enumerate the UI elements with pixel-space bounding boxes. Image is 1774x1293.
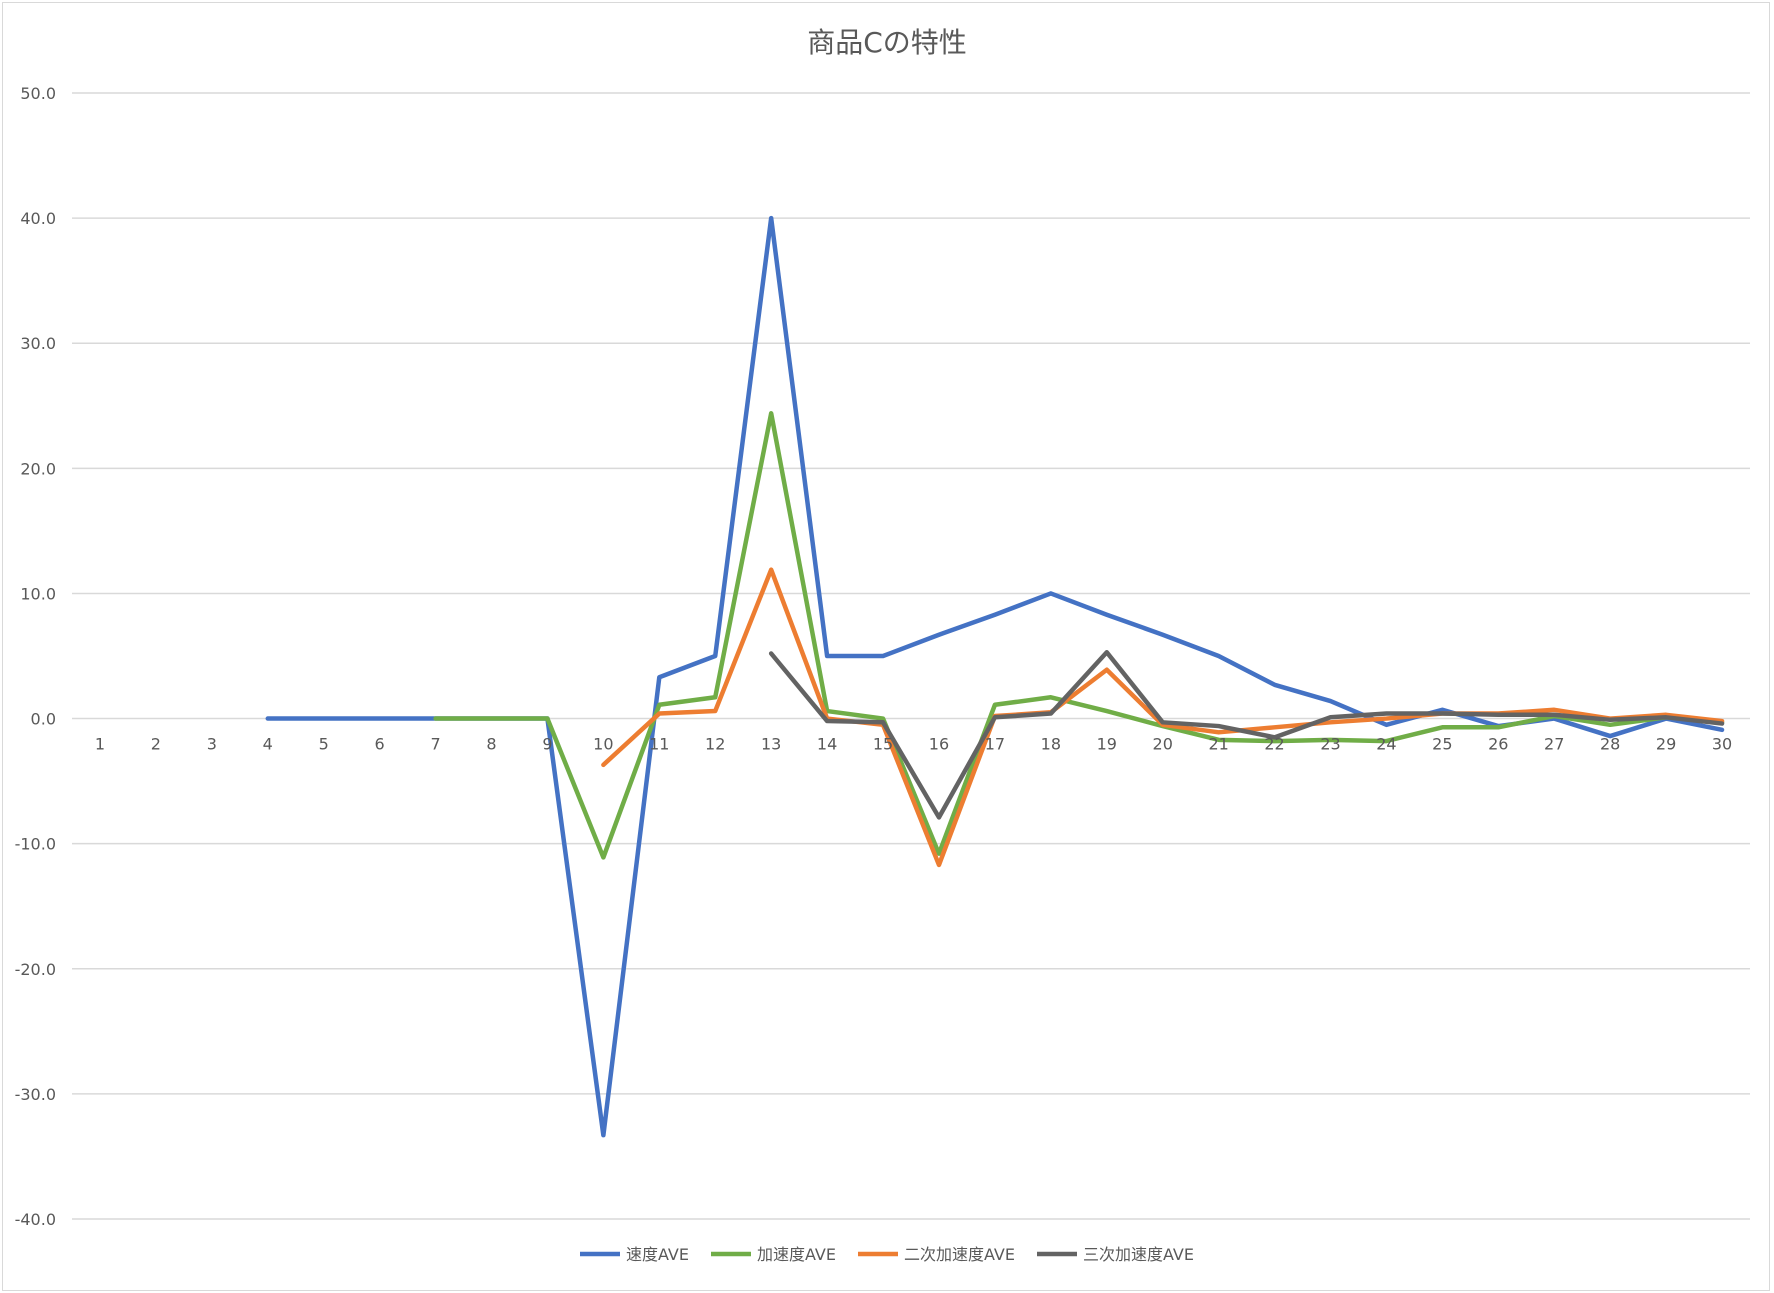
- chart-title: 商品Cの特性: [807, 26, 967, 59]
- x-tick-label: 18: [1041, 735, 1061, 754]
- x-tick-label: 1: [95, 735, 105, 754]
- y-tick-label: 40.0: [20, 209, 56, 228]
- y-axis-tick-labels: 50.0 40.0 30.0 20.0 10.0 0.0 -10.0 -20.0 -30.0 -4…: [15, 84, 56, 1229]
- x-tick-label: 19: [1097, 735, 1117, 754]
- y-tick-label: 20.0: [20, 459, 56, 478]
- legend-label: 二次加速度AVE: [904, 1245, 1015, 1264]
- y-tick-label: -40.0: [15, 1210, 56, 1229]
- series-line-3: [768, 650, 1725, 820]
- x-tick-label: 2: [151, 735, 161, 754]
- x-tick-label: 23: [1320, 735, 1340, 754]
- x-tick-label: 3: [207, 735, 217, 754]
- y-tick-label: 50.0: [20, 84, 56, 103]
- x-tick-label: 30: [1712, 735, 1732, 754]
- x-tick-label: 17: [985, 735, 1005, 754]
- x-tick-label: 11: [649, 735, 669, 754]
- legend-item: 二次加速度AVE: [858, 1245, 1015, 1264]
- legend: 速度AVE 加速度AVE 二次加速度AVE 三次加速度AVE: [580, 1245, 1194, 1264]
- y-tick-label: -10.0: [15, 835, 56, 854]
- legend-item: 速度AVE: [580, 1245, 689, 1264]
- x-tick-label: 6: [375, 735, 385, 754]
- x-tick-label: 29: [1656, 735, 1676, 754]
- x-tick-label: 26: [1488, 735, 1508, 754]
- legend-label: 速度AVE: [626, 1245, 689, 1264]
- y-tick-label: -20.0: [15, 960, 56, 979]
- legend-item: 加速度AVE: [711, 1245, 836, 1264]
- series-line-0: [265, 215, 1725, 1138]
- legend-label: 加速度AVE: [757, 1245, 836, 1264]
- x-tick-label: 8: [486, 735, 496, 754]
- series-lines: [265, 215, 1725, 1138]
- x-tick-label: 16: [929, 735, 949, 754]
- x-tick-label: 9: [542, 735, 552, 754]
- x-tick-label: 5: [319, 735, 329, 754]
- y-tick-label: 0.0: [31, 710, 56, 729]
- x-tick-label: 25: [1432, 735, 1452, 754]
- x-tick-label: 12: [705, 735, 725, 754]
- x-tick-label: 15: [873, 735, 893, 754]
- y-tick-label: 30.0: [20, 334, 56, 353]
- y-tick-label: -30.0: [15, 1085, 56, 1104]
- x-tick-label: 21: [1208, 735, 1228, 754]
- legend-item: 三次加速度AVE: [1037, 1245, 1194, 1264]
- legend-label: 三次加速度AVE: [1083, 1245, 1194, 1264]
- series-line-2: [601, 567, 1725, 868]
- grid: [72, 92, 1750, 1220]
- y-tick-label: 10.0: [20, 584, 56, 603]
- x-tick-label: 4: [263, 735, 273, 754]
- x-tick-label: 14: [817, 735, 837, 754]
- x-axis-tick-labels: 1 2 3 4 5 6 7 8 9 10 11 12 13 14 15 16 17 18 19 20 21 22 23 24 2…: [95, 735, 1732, 754]
- x-tick-label: 13: [761, 735, 781, 754]
- x-tick-label: 22: [1264, 735, 1284, 754]
- series-line-1: [433, 411, 1725, 860]
- x-tick-label: 20: [1153, 735, 1173, 754]
- x-tick-label: 10: [593, 735, 613, 754]
- x-tick-label: 28: [1600, 735, 1620, 754]
- x-tick-label: 7: [430, 735, 440, 754]
- x-tick-label: 24: [1376, 735, 1396, 754]
- x-tick-label: 27: [1544, 735, 1564, 754]
